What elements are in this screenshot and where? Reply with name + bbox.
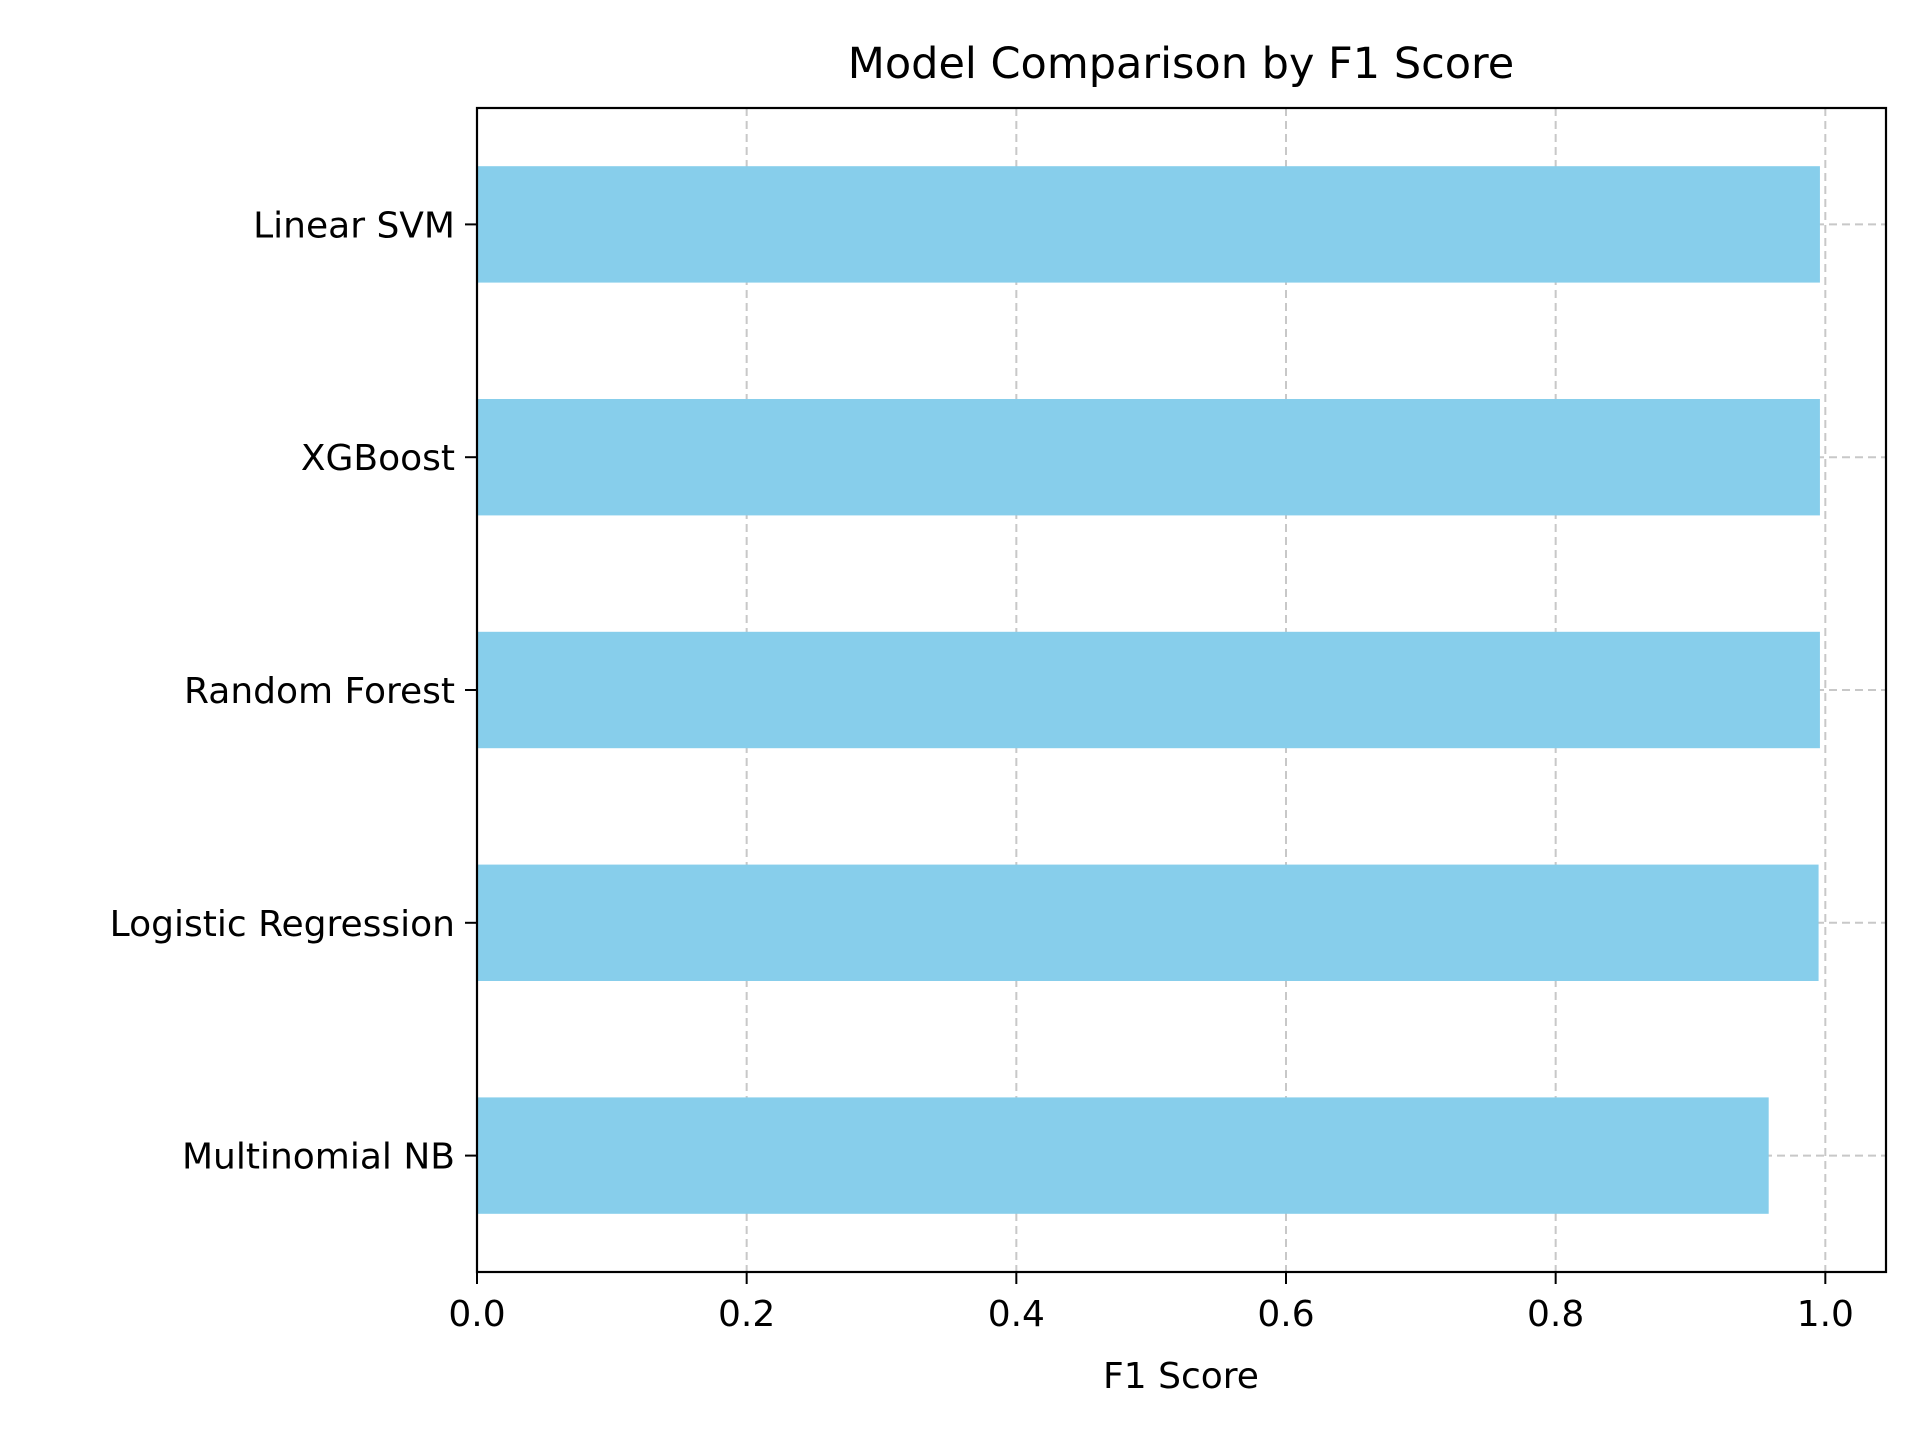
y-tick-label-2: Random Forest bbox=[184, 671, 455, 712]
bars bbox=[477, 166, 1820, 1214]
x-tick-label-5: 1.0 bbox=[1797, 1294, 1854, 1335]
x-tick-label-4: 0.8 bbox=[1527, 1294, 1584, 1335]
x-tick-label-2: 0.4 bbox=[988, 1294, 1045, 1335]
bar-linear-svm bbox=[477, 166, 1820, 283]
y-tick-label-0: Linear SVM bbox=[253, 205, 455, 246]
x-axis-ticks: 0.0 0.2 0.4 0.6 0.8 1.0 bbox=[448, 1272, 1854, 1335]
bar-logistic-regression bbox=[477, 864, 1819, 981]
bar-random-forest bbox=[477, 631, 1820, 749]
x-axis-label: F1 Score bbox=[1103, 1356, 1259, 1397]
y-tick-label-3: Logistic Regression bbox=[110, 904, 455, 945]
y-tick-label-4: Multinomial NB bbox=[182, 1137, 455, 1178]
y-axis-ticks: Linear SVM XGBoost Random Forest Logistic R… bbox=[110, 205, 477, 1178]
plot-frame bbox=[475, 106, 1888, 1274]
x-tick-label-1: 0.2 bbox=[718, 1294, 775, 1335]
chart-title: Model Comparison by F1 Score bbox=[848, 39, 1515, 89]
bar-xgboost bbox=[477, 399, 1820, 516]
x-tick-label-3: 0.6 bbox=[1257, 1294, 1314, 1335]
y-tick-label-1: XGBoost bbox=[301, 438, 455, 479]
x-tick-label-0: 0.0 bbox=[448, 1294, 505, 1335]
bar-multinomial-nb bbox=[477, 1097, 1769, 1214]
